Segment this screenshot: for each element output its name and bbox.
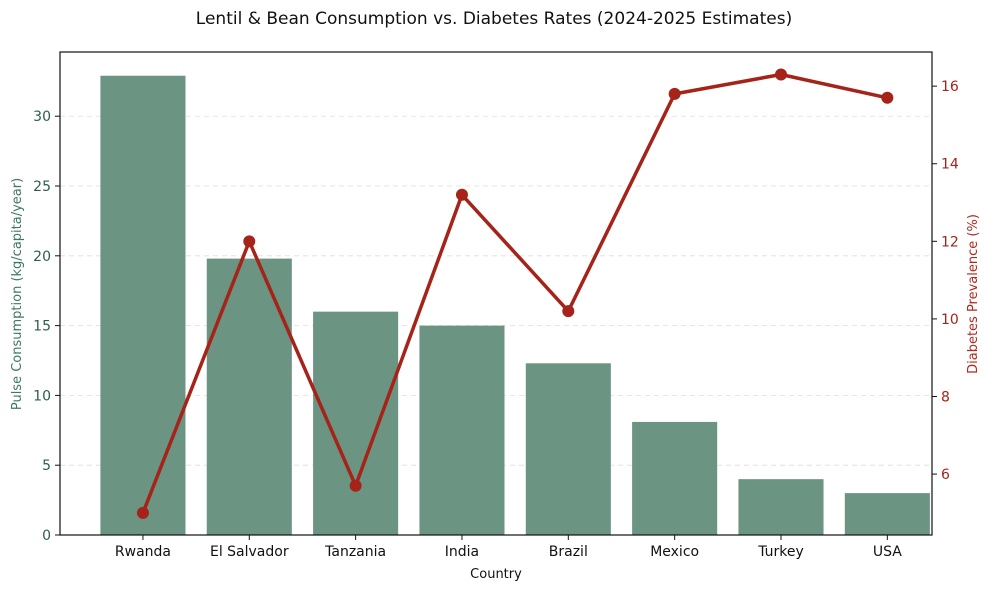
x-tick-label: India (445, 544, 479, 560)
bar-mexico (632, 421, 718, 535)
bar-usa (844, 493, 930, 535)
x-tick-label: Rwanda (115, 544, 171, 560)
bar-turkey (738, 479, 824, 535)
x-tick-label: Tanzania (324, 544, 386, 560)
plot-frame (59, 51, 933, 536)
right-tick-label: 16 (941, 79, 959, 95)
left-tick-label: 25 (33, 179, 51, 195)
x-axis-label: Country (470, 567, 522, 582)
bar-el-salvador (206, 258, 292, 535)
right-axis: 6 8 10 12 14 16 (932, 79, 959, 483)
diabetes-point-el-salvador (243, 235, 256, 248)
bars (100, 75, 930, 536)
right-tick-label: 6 (941, 467, 950, 483)
chart-title: Lentil & Bean Consumption vs. Diabetes R… (196, 9, 792, 29)
bar-india (419, 325, 505, 535)
diabetes-line-series (136, 68, 894, 519)
left-tick-label: 5 (42, 458, 51, 474)
x-tick-label: El Salvador (210, 544, 289, 560)
x-tick-label: Turkey (757, 544, 804, 560)
diabetes-point-turkey (774, 68, 787, 81)
left-tick-label: 15 (33, 319, 51, 335)
diabetes-point-mexico (668, 87, 681, 100)
diabetes-line (141, 72, 888, 514)
left-tick-label: 30 (33, 109, 51, 125)
bar-tanzania (313, 311, 399, 535)
right-tick-label: 8 (941, 390, 950, 406)
left-tick-label: 10 (33, 388, 51, 404)
diabetes-point-rwanda (136, 506, 149, 519)
right-axis-label: Diabetes Prevalence (%) (966, 214, 981, 374)
x-tick-label: USA (873, 544, 902, 560)
diabetes-point-brazil (562, 305, 575, 318)
bar-rwanda (100, 75, 186, 536)
left-axis-label: Pulse Consumption (kg/capita/year) (10, 178, 25, 410)
x-tick-label: Brazil (549, 544, 588, 560)
diabetes-point-india (455, 188, 468, 201)
diabetes-point-usa (881, 91, 894, 104)
diabetes-point-tanzania (349, 479, 362, 492)
right-tick-label: 10 (941, 312, 959, 328)
bar-brazil (525, 363, 611, 535)
x-tick-label: Mexico (650, 544, 699, 560)
left-tick-label: 0 (42, 528, 51, 544)
left-axis: 0 5 10 15 20 25 30 (33, 109, 60, 544)
x-axis: Rwanda El Salvador Tanzania India Brazil Mexi… (115, 535, 902, 560)
left-tick-label: 20 (33, 249, 51, 265)
right-tick-label: 14 (941, 157, 959, 173)
right-tick-label: 12 (941, 234, 959, 250)
